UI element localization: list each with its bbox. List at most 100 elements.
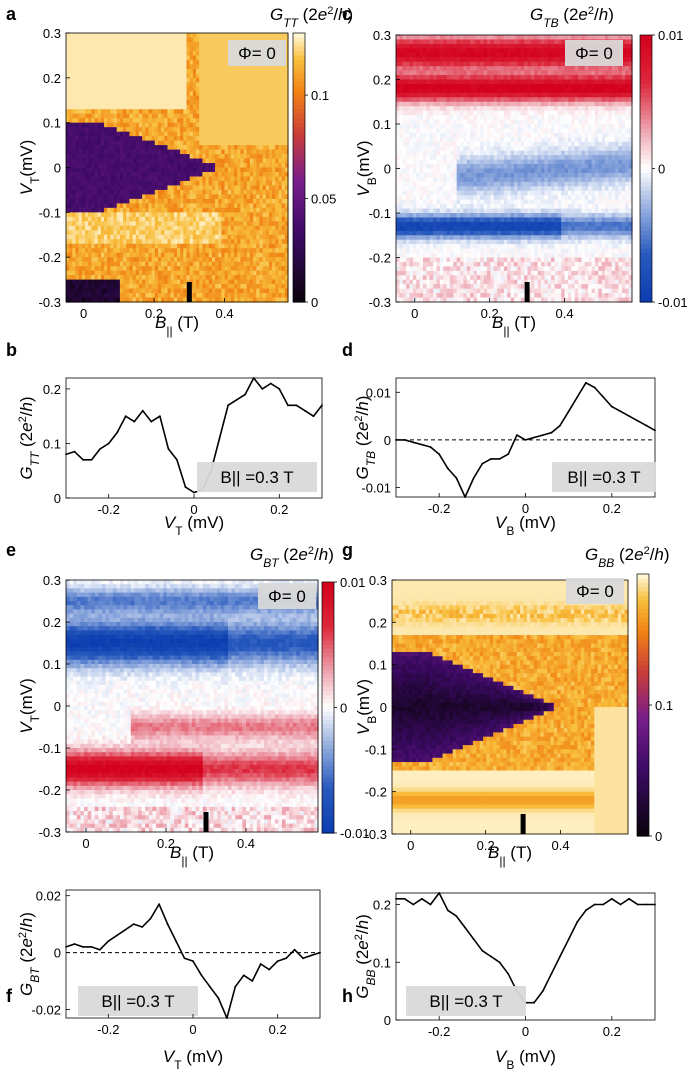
heatmap-cell (406, 195, 411, 201)
heatmap-cell (148, 288, 153, 294)
heatmap-cell (177, 189, 181, 195)
heatmap-cell (123, 118, 127, 124)
heatmap-cell (78, 198, 83, 204)
heatmap-cell (199, 136, 203, 142)
heatmap-cell (224, 46, 229, 52)
heatmap-cell (240, 136, 245, 142)
heatmap-cell (107, 113, 111, 119)
heatmap-cell (249, 198, 254, 204)
heatmap-cell (135, 118, 140, 124)
heatmap-cell (230, 95, 235, 101)
heatmap-cell (97, 243, 102, 249)
colorbar-segment (293, 145, 305, 151)
heatmap-cell (135, 59, 140, 65)
colorbar-segment (293, 100, 305, 106)
heatmap-cell (196, 145, 200, 151)
heatmap-cell (138, 279, 143, 285)
heatmap-cell (406, 186, 411, 192)
colorbar-segment (293, 261, 305, 267)
heatmap-cell (199, 50, 203, 57)
heatmap-cell (148, 55, 153, 61)
heatmap-cell (69, 189, 73, 195)
heatmap-cell (215, 180, 219, 187)
heatmap-cell (157, 279, 162, 285)
heatmap-cell (196, 275, 200, 281)
heatmap-cell (119, 198, 124, 204)
heatmap-cells (66, 33, 289, 303)
heatmap-cell (208, 225, 213, 231)
heatmap-cell (91, 104, 96, 110)
colorbar-segment (293, 194, 305, 200)
heatmap-cell (256, 297, 261, 303)
heatmap-cell (107, 95, 111, 101)
heatmap-cell (180, 122, 184, 128)
x-axis-label: B|| (T) (155, 313, 199, 338)
heatmap-cell (227, 297, 232, 303)
heatmap-cell (227, 239, 232, 245)
heatmap-cell (227, 212, 232, 218)
heatmap-cell (199, 37, 203, 43)
heatmap-cell (94, 100, 99, 106)
heatmap-cell (186, 167, 191, 173)
heatmap-cell (138, 293, 143, 299)
heatmap-cell (167, 163, 172, 169)
heatmap-cell (205, 149, 210, 155)
heatmap-cell (256, 216, 261, 222)
heatmap-cell (157, 284, 162, 290)
heatmap-cell (221, 41, 226, 48)
heatmap-cell (161, 37, 165, 43)
heatmap-cell (110, 207, 115, 213)
heatmap-cell (113, 176, 118, 182)
heatmap-cell (107, 82, 111, 88)
heatmap-cell (107, 59, 111, 65)
heatmap-cell (164, 248, 169, 254)
heatmap-cell (88, 221, 92, 227)
heatmap-cell (205, 203, 210, 209)
heatmap-cell (227, 100, 232, 106)
heatmap-cell (265, 100, 270, 106)
heatmap-cell (186, 266, 191, 272)
heatmap-cell (167, 73, 172, 79)
heatmap-cell (81, 293, 86, 299)
heatmap-cell (243, 163, 248, 169)
heatmap-cell (218, 140, 222, 146)
heatmap-cell (202, 176, 207, 182)
heatmap-cell (253, 243, 257, 249)
heatmap-cell (218, 136, 222, 142)
heatmap-cell (164, 127, 169, 133)
heatmap-cell (211, 234, 216, 240)
colorbar-segment (293, 275, 305, 281)
heatmap-cell (246, 275, 251, 281)
heatmap-cell (116, 288, 121, 294)
heatmap-cell (249, 100, 254, 106)
heatmap-cell (97, 257, 102, 263)
heatmap-cell (253, 261, 257, 267)
heatmap-cell (116, 122, 121, 128)
heatmap-cell (66, 104, 70, 110)
heatmap-cell (265, 266, 270, 272)
heatmap-cell (183, 109, 188, 115)
heatmap-cell (69, 109, 73, 115)
heatmap-cell (265, 118, 270, 124)
heatmap-cell (192, 270, 197, 276)
heatmap-cell (100, 203, 105, 209)
heatmap-cell (246, 68, 251, 74)
heatmap-cell (88, 225, 92, 231)
heatmap-cell (69, 167, 73, 173)
heatmap-cell (100, 68, 105, 74)
heatmap-cell (116, 131, 121, 137)
heatmap-cell (406, 115, 411, 121)
heatmap-cell (180, 261, 184, 267)
colorbar-segment (293, 207, 305, 213)
data-point (73, 450, 76, 453)
heatmap-cell (234, 145, 238, 151)
heatmap-cell (151, 248, 156, 254)
heatmap-cell (186, 239, 191, 245)
heatmap-cell (237, 216, 242, 222)
data-point (193, 491, 195, 494)
heatmap-cell (161, 270, 165, 276)
heatmap-cell (173, 171, 178, 178)
heatmap-cell (148, 73, 153, 79)
heatmap-cell (126, 50, 131, 57)
heatmap-cell (142, 221, 146, 227)
